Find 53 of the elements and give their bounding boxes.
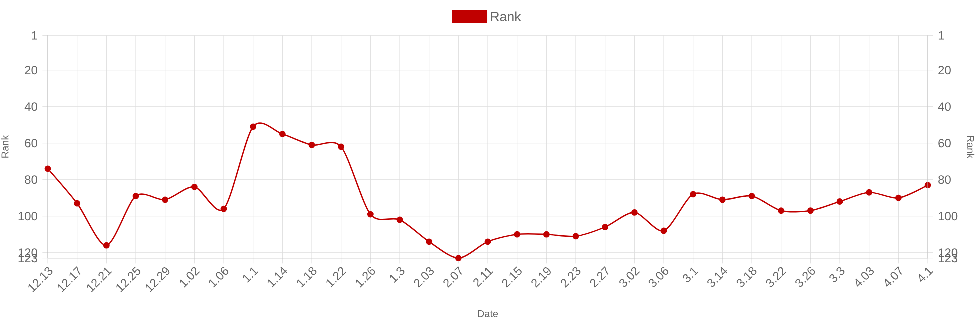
point — [514, 231, 521, 238]
point — [162, 196, 169, 204]
point — [866, 189, 873, 196]
point — [484, 238, 492, 246]
y-tick-label: 20 — [25, 66, 38, 75]
point — [690, 191, 697, 198]
x-tick-label: 3.1 — [682, 268, 699, 282]
point — [308, 142, 316, 148]
point — [426, 238, 433, 246]
y2-axis-title: Rank — [967, 136, 975, 159]
point — [572, 233, 580, 240]
point — [836, 198, 844, 205]
x-axis-title: Date — [478, 310, 498, 318]
point — [44, 166, 52, 172]
point — [132, 193, 140, 200]
point — [279, 131, 286, 138]
point — [660, 228, 668, 234]
x-tick-label: 2.11 — [474, 268, 494, 288]
y2-tick-label: 40 — [938, 102, 951, 112]
point — [778, 208, 785, 214]
legend-label: Rank — [491, 12, 522, 22]
point — [103, 242, 110, 249]
y-tick-label: 80 — [25, 176, 38, 184]
point — [543, 231, 550, 238]
point — [748, 193, 756, 200]
point — [191, 184, 198, 190]
y2-tick-label: 60 — [938, 139, 951, 148]
point — [719, 196, 726, 204]
y-tick-label: 100 — [18, 212, 38, 221]
x-tick-label: 4.03 — [856, 267, 874, 287]
y-tick-label: 60 — [25, 139, 38, 148]
point — [895, 194, 902, 202]
point — [631, 210, 638, 216]
y-axis-title: Rank — [1, 135, 9, 158]
point — [338, 144, 345, 150]
x-tick-label: 4.1 — [919, 268, 934, 282]
x-tick-label: 1.3 — [390, 267, 405, 284]
point — [250, 124, 257, 130]
point — [220, 206, 228, 212]
y-tick-label: 1 — [32, 32, 38, 40]
point — [396, 216, 404, 224]
point — [602, 224, 609, 231]
point — [367, 211, 374, 218]
y2-tick-label: 1 — [938, 32, 944, 40]
x-tick-label: 3.3 — [830, 267, 845, 282]
y-tick-label: 40 — [24, 102, 38, 112]
point — [74, 200, 81, 207]
point — [455, 255, 462, 262]
y2-tick-label: 20 — [938, 66, 951, 75]
x-tick-label: 1.1 — [243, 268, 259, 283]
point — [807, 208, 814, 214]
y2-tick-label: 100 — [938, 212, 958, 221]
y2-tick-label: 80 — [938, 176, 951, 184]
